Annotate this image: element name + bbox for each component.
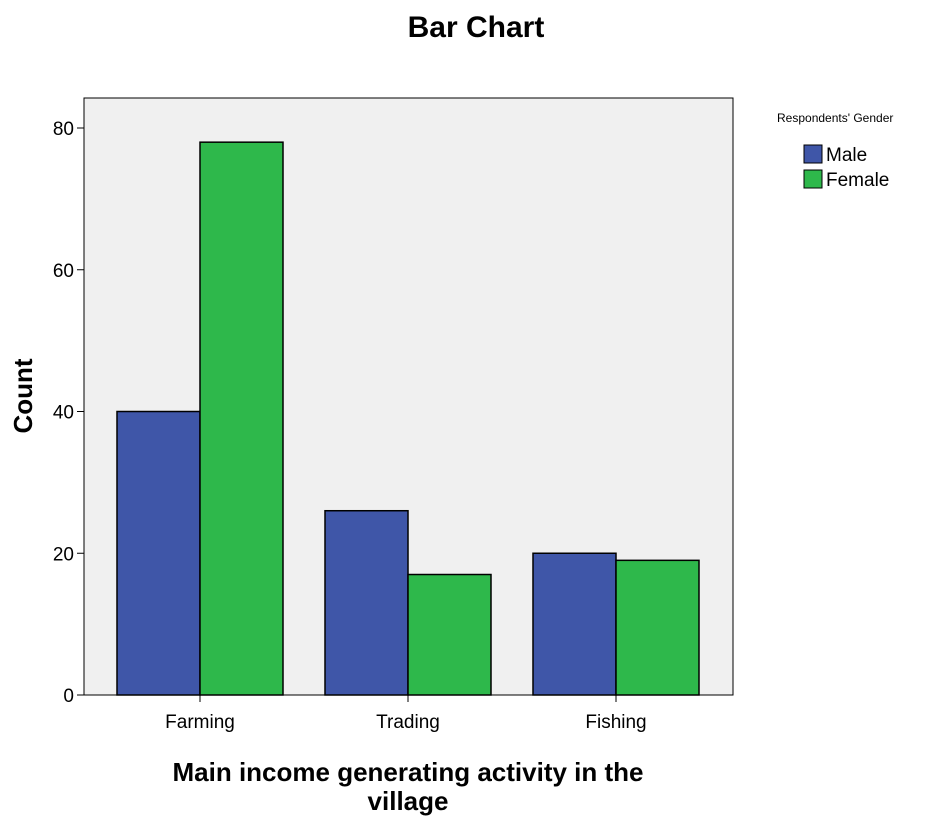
x-axis: Farming Trading Fishing — [165, 695, 647, 733]
bar-trading-female — [407, 573, 492, 696]
bar-farming-male — [116, 410, 201, 696]
y-axis-label: Count — [8, 358, 38, 433]
bar-fishing-male — [532, 552, 617, 696]
bars-group — [116, 141, 700, 696]
legend-label-male: Male — [826, 145, 867, 166]
legend-items: Male Female — [803, 144, 889, 191]
legend-label-female: Female — [826, 170, 889, 191]
bar-farming-female — [199, 141, 284, 696]
x-tick-label: Fishing — [585, 712, 646, 733]
x-tick-label: Farming — [165, 712, 235, 733]
legend: Respondents' Gender Male Female — [777, 111, 893, 191]
y-tick-label: 40 — [53, 403, 74, 424]
bar-trading-male — [324, 509, 409, 696]
chart-title: Bar Chart — [408, 11, 545, 44]
legend-title: Respondents' Gender — [777, 111, 893, 125]
legend-swatch-male — [803, 144, 823, 164]
y-tick-label: 80 — [53, 119, 74, 140]
y-axis: 0 20 40 60 80 — [53, 119, 84, 707]
x-axis-label-line-2: village — [368, 786, 449, 816]
x-axis-label-line-1: Main income generating activity in the — [173, 757, 644, 787]
y-tick-label: 60 — [53, 261, 74, 282]
bar-fishing-female — [615, 559, 700, 696]
y-tick-label: 0 — [63, 686, 74, 707]
y-tick-label: 20 — [53, 544, 74, 565]
x-tick-label: Trading — [376, 712, 440, 733]
legend-swatch-female — [803, 169, 823, 189]
